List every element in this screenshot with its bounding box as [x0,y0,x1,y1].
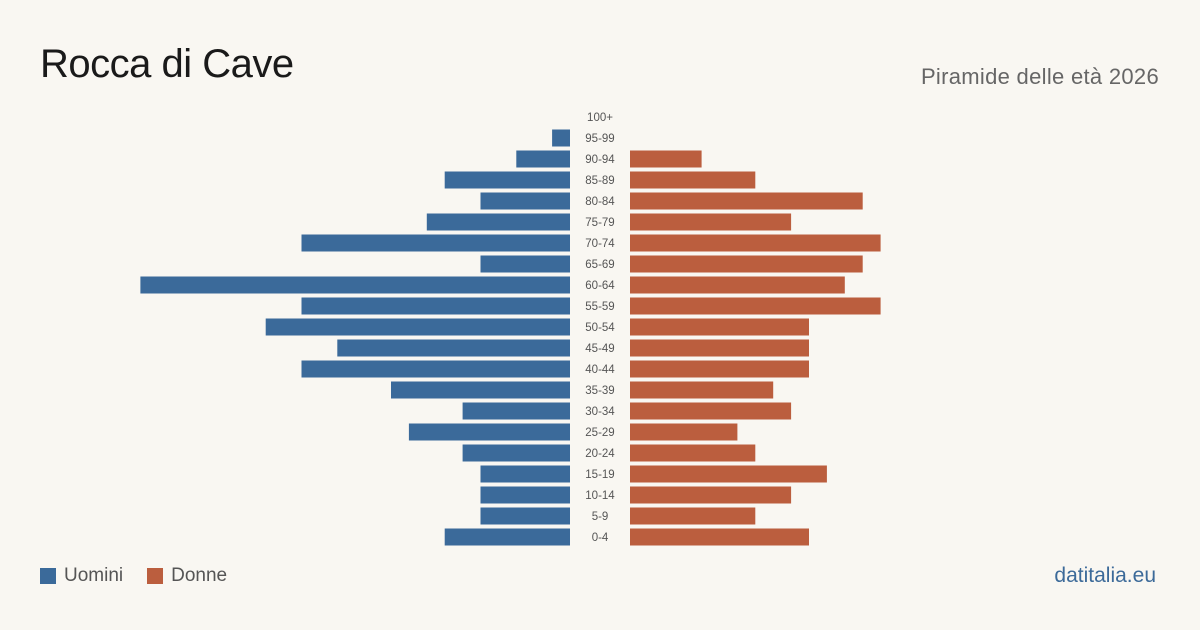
age-label-70-74: 70-74 [585,238,615,250]
brand-link[interactable]: datitalia.eu [1054,564,1156,587]
bar-men-95-99 [552,129,570,147]
age-label-90-94: 90-94 [585,154,615,166]
bar-men-55-59 [301,297,570,315]
bar-men-10-14 [480,486,570,504]
age-label-60-64: 60-64 [585,280,615,292]
age-label-85-89: 85-89 [585,175,614,187]
legend: Uomini Donne [40,565,251,587]
bar-women-20-24 [630,444,756,462]
bar-men-20-24 [462,444,570,462]
bar-women-15-19 [630,465,827,483]
bar-men-85-89 [444,171,570,189]
age-label-40-44: 40-44 [585,364,615,376]
bar-women-90-94 [630,150,702,168]
age-label-95-99: 95-99 [585,133,614,145]
age-label-35-39: 35-39 [585,385,614,397]
legend-item-men: Uomini [40,565,123,587]
bar-women-75-79 [630,213,792,231]
bar-women-0-4 [630,528,809,546]
bar-women-30-34 [630,402,792,420]
bar-women-45-49 [630,339,809,357]
bar-women-80-84 [630,192,863,210]
legend-label-men: Uomini [64,565,124,586]
age-label-80-84: 80-84 [585,196,615,208]
bar-men-45-49 [337,339,570,357]
bar-women-85-89 [630,171,756,189]
bar-men-75-79 [426,213,570,231]
legend-item-women: Donne [147,565,227,587]
bar-men-40-44 [301,360,570,378]
legend-swatch-men [40,568,56,584]
bar-women-55-59 [630,297,881,315]
age-label-45-49: 45-49 [585,343,614,355]
bar-women-25-29 [630,423,738,441]
bar-women-35-39 [630,381,774,399]
bar-women-50-54 [630,318,809,336]
bar-men-90-94 [516,150,570,168]
age-label-75-79: 75-79 [585,217,614,229]
bar-men-0-4 [444,528,570,546]
bar-women-60-64 [630,276,845,294]
bar-men-70-74 [301,234,570,252]
age-label-100plus: 100+ [587,112,613,124]
bar-men-35-39 [391,381,570,399]
age-label-5-9: 5-9 [592,511,609,523]
bar-men-60-64 [140,276,570,294]
bar-men-5-9 [480,507,570,525]
age-label-25-29: 25-29 [585,427,614,439]
bar-men-80-84 [480,192,570,210]
age-label-65-69: 65-69 [585,259,614,271]
chart-subtitle: Piramide delle età 2026 [920,64,1159,89]
bar-women-5-9 [630,507,756,525]
age-label-20-24: 20-24 [585,448,615,460]
age-label-55-59: 55-59 [585,301,614,313]
age-label-30-34: 30-34 [585,406,615,418]
age-label-50-54: 50-54 [585,322,615,334]
bar-women-40-44 [630,360,809,378]
legend-swatch-women [147,568,164,584]
bar-women-70-74 [630,234,881,252]
bar-men-30-34 [462,402,570,420]
age-label-0-4: 0-4 [592,532,609,544]
bar-men-15-19 [480,465,570,483]
age-label-15-19: 15-19 [585,469,614,481]
bar-men-65-69 [480,255,570,273]
age-label-10-14: 10-14 [585,490,615,502]
bar-men-25-29 [408,423,570,441]
legend-label-women: Donne [171,565,228,586]
bar-men-50-54 [265,318,570,336]
chart-title: Rocca di Cave [40,42,294,86]
bar-women-10-14 [630,486,792,504]
bar-women-65-69 [630,255,863,273]
